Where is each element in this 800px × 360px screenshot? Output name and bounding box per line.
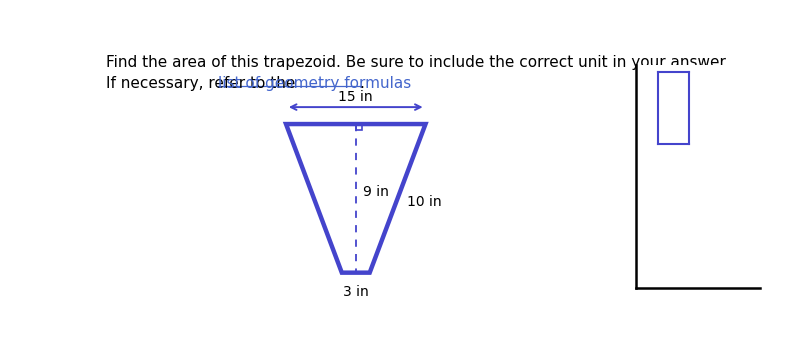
Text: 3 in: 3 in	[343, 285, 369, 299]
Text: Find the area of this trapezoid. Be sure to include the correct unit in your ans: Find the area of this trapezoid. Be sure…	[106, 55, 730, 70]
Text: 10 in: 10 in	[407, 195, 442, 209]
Text: 15 in: 15 in	[338, 90, 373, 104]
Text: If necessary, refer to the: If necessary, refer to the	[106, 76, 301, 90]
Text: list of geometry formulas: list of geometry formulas	[218, 76, 411, 90]
Text: 9 in: 9 in	[362, 185, 389, 199]
Text: .: .	[360, 76, 365, 90]
